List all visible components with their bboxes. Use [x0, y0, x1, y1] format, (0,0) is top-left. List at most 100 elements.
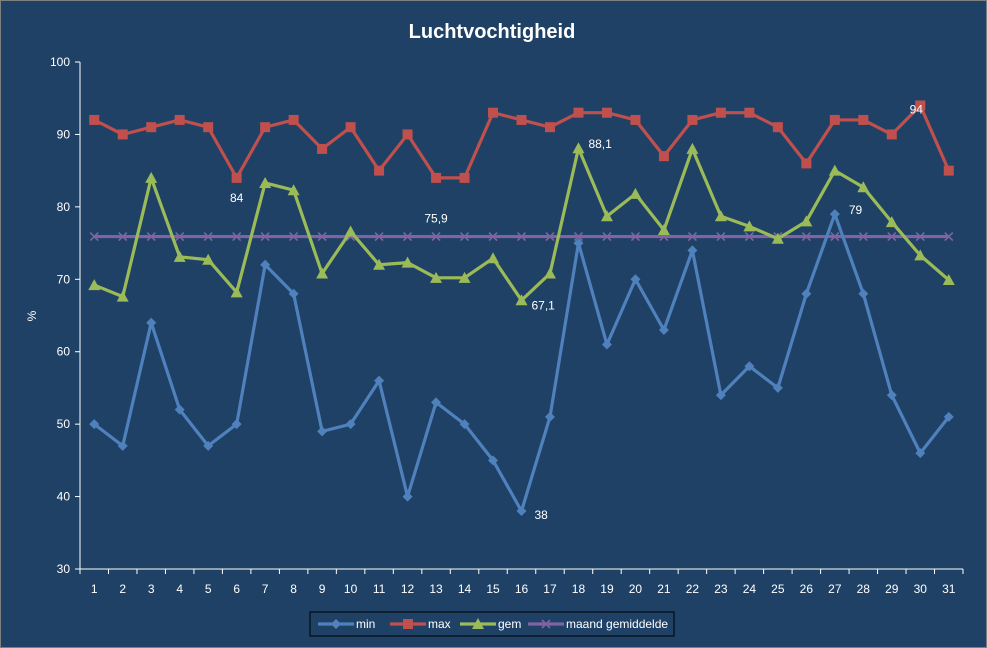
- data-point-max: [915, 100, 926, 111]
- data-point-min: [630, 274, 641, 285]
- series-gem: [88, 142, 955, 306]
- legend-label: max: [428, 617, 451, 631]
- y-tick-label: 60: [57, 345, 71, 359]
- data-point-max: [601, 107, 612, 118]
- legend-item-gem: gem: [460, 617, 521, 631]
- x-tick-label: 16: [515, 582, 529, 596]
- data-point-maand-gemiddelde: [118, 231, 128, 242]
- data-point-gem: [458, 271, 471, 283]
- data-label: 38: [535, 508, 549, 522]
- data-point-min: [89, 419, 100, 430]
- data-point-gem: [373, 258, 386, 270]
- data-point-min: [601, 339, 612, 350]
- data-point-gem: [173, 250, 186, 262]
- data-point-max: [488, 107, 499, 118]
- x-tick-label: 1: [91, 582, 98, 596]
- data-point-gem: [515, 294, 528, 306]
- data-point-maand-gemiddelde: [858, 231, 868, 242]
- data-point-max: [174, 114, 185, 125]
- x-tick-label: 17: [543, 582, 557, 596]
- data-point-maand-gemiddelde: [260, 231, 270, 242]
- data-point-min: [459, 419, 470, 430]
- data-point-maand-gemiddelde: [89, 231, 99, 242]
- data-point-max: [801, 158, 812, 169]
- data-point-gem: [828, 164, 841, 176]
- x-tick-label: 23: [714, 582, 728, 596]
- data-point-max: [431, 172, 442, 183]
- series-line-min: [93, 212, 951, 513]
- legend-marker: [403, 619, 413, 629]
- data-label: 79: [849, 203, 863, 217]
- y-tick-label: 40: [57, 490, 71, 504]
- data-point-maand-gemiddelde: [289, 231, 299, 242]
- y-tick-label: 30: [57, 562, 71, 576]
- data-point-min: [886, 390, 897, 401]
- y-tick-label: 100: [50, 55, 70, 69]
- data-point-gem: [857, 181, 870, 193]
- data-point-maand-gemiddelde: [374, 231, 384, 242]
- data-point-min: [658, 324, 669, 335]
- data-point-min: [801, 288, 812, 299]
- data-point-gem: [885, 216, 898, 228]
- data-point-min: [317, 426, 328, 437]
- data-point-maand-gemiddelde: [146, 231, 156, 242]
- x-tick-label: 6: [233, 582, 240, 596]
- data-point-min: [260, 259, 271, 270]
- data-point-gem: [316, 267, 329, 279]
- data-point-maand-gemiddelde: [716, 231, 726, 242]
- data-point-gem: [230, 286, 243, 298]
- data-point-max: [402, 129, 413, 140]
- data-point-min: [288, 288, 299, 299]
- data-point-gem: [145, 171, 158, 183]
- data-point-max: [459, 172, 470, 183]
- data-point-maand-gemiddelde: [915, 231, 925, 242]
- data-point-maand-gemiddelde: [887, 231, 897, 242]
- data-point-gem: [202, 253, 215, 265]
- plot-axes: [79, 62, 963, 570]
- data-point-max: [886, 129, 897, 140]
- legend-item-max: max: [390, 617, 451, 631]
- x-tick-label: 10: [344, 582, 358, 596]
- legend-marker: [472, 618, 484, 629]
- data-point-maand-gemiddelde: [317, 231, 327, 242]
- data-point-gem: [743, 220, 756, 232]
- data-point-max: [288, 114, 299, 125]
- data-point-min: [943, 411, 954, 422]
- data-point-gem: [914, 249, 927, 261]
- x-tick-label: 20: [629, 582, 643, 596]
- data-point-gem: [771, 232, 784, 244]
- data-point-min: [915, 448, 926, 459]
- x-tick-label: 22: [686, 582, 700, 596]
- y-tick-label: 80: [57, 200, 71, 214]
- legend-marker: [541, 619, 551, 629]
- y-axis-title: %: [25, 310, 39, 321]
- x-tick-label: 14: [458, 582, 472, 596]
- data-point-gem: [116, 290, 129, 302]
- data-point-max: [260, 122, 271, 133]
- data-point-min: [174, 404, 185, 415]
- data-point-min: [488, 455, 499, 466]
- data-point-maand-gemiddelde: [830, 231, 840, 242]
- y-axis-ticks: 30 40 50 60 70 80 90 100: [50, 55, 80, 576]
- x-tick-label: 7: [262, 582, 269, 596]
- x-tick-label: 11: [373, 582, 386, 596]
- chart-title: Luchtvochtigheid: [409, 21, 576, 43]
- data-point-gem: [88, 279, 101, 291]
- x-tick-label: 19: [600, 582, 614, 596]
- legend: min max gem maand gemiddelde: [309, 611, 675, 637]
- data-point-maand-gemiddelde: [203, 231, 213, 242]
- data-point-maand-gemiddelde: [687, 231, 697, 242]
- x-axis-ticks: 1 2 3 4 5 6 7 8 9 10 11 12 13 14 15 16 17 18 19 20 21 22 23 24 2…: [79, 569, 964, 596]
- data-point-maand-gemiddelde: [602, 231, 612, 242]
- x-tick-label: 27: [828, 582, 842, 596]
- x-tick-label: 26: [800, 582, 814, 596]
- data-point-gem: [430, 271, 443, 283]
- data-point-maand-gemiddelde: [801, 231, 811, 242]
- legend-label: min: [356, 617, 375, 631]
- data-point-min: [516, 506, 527, 517]
- data-point-max: [943, 165, 954, 176]
- data-point-min: [374, 375, 385, 386]
- data-point-min: [146, 317, 157, 328]
- x-tick-label: 13: [429, 582, 443, 596]
- data-label: 84: [230, 191, 244, 205]
